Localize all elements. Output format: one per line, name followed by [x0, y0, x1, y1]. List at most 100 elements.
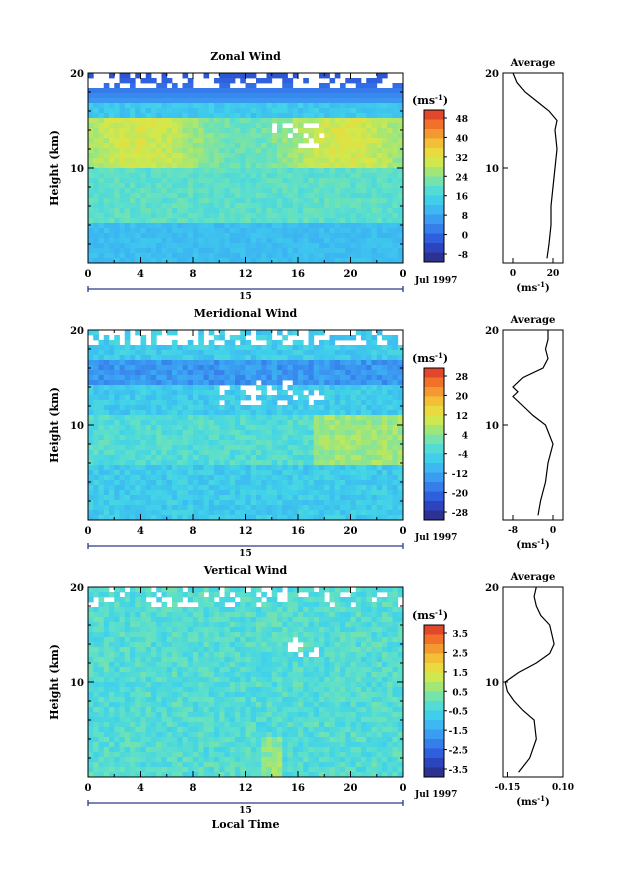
heatmap-cell [203, 510, 210, 516]
heatmap-cell [250, 173, 257, 179]
heatmap-cell [277, 340, 283, 346]
heatmap-cell [114, 465, 120, 471]
heatmap-cell [382, 168, 388, 174]
heatmap-cell [193, 465, 199, 471]
heatmap-cell [376, 440, 383, 446]
heatmap-cell [114, 158, 120, 164]
heatmap-cell [250, 213, 257, 219]
heatmap-cell [287, 108, 294, 114]
heatmap-cell [219, 485, 225, 491]
heatmap-cell [124, 133, 131, 139]
heatmap-cell [256, 218, 262, 224]
heatmap-cell [98, 612, 105, 618]
heatmap-cell [287, 490, 294, 496]
heatmap-cell [298, 597, 304, 603]
heatmap-cell [114, 607, 120, 613]
heatmap-cell [361, 465, 367, 471]
heatmap-cell [371, 410, 378, 416]
heatmap-cell [245, 198, 252, 204]
heatmap-cell [161, 168, 168, 174]
heatmap-cell [371, 133, 378, 139]
heatmap-cell [156, 98, 162, 104]
heatmap-cell [103, 470, 110, 476]
heatmap-cell [350, 208, 357, 214]
heatmap-cell [193, 193, 199, 199]
heatmap-cell [376, 253, 383, 259]
heatmap-cell [103, 410, 110, 416]
heatmap-cell [340, 435, 346, 441]
heatmap-cell [187, 183, 194, 189]
heatmap-cell [266, 365, 273, 371]
profile-line [512, 72, 558, 259]
heatmap-cell [245, 103, 252, 109]
heatmap-cell [203, 420, 210, 426]
heatmap-cell [93, 143, 99, 149]
heatmap-cell [271, 113, 278, 119]
heatmap-cell [135, 455, 141, 461]
heatmap-cell [193, 390, 199, 396]
heatmap-cell [355, 385, 362, 391]
heatmap-cell [229, 193, 236, 199]
heatmap-cell [103, 485, 110, 491]
heatmap-cell [172, 123, 178, 129]
heatmap-cell [245, 93, 252, 99]
heatmap-cell [271, 465, 278, 471]
heatmap-cell [382, 73, 388, 79]
heatmap-cell [282, 415, 288, 421]
heatmap-cell [355, 133, 362, 139]
heatmap-cell [298, 108, 304, 114]
heatmap-cell [98, 350, 105, 356]
heatmap-cell [135, 228, 141, 234]
heatmap-cell [166, 118, 173, 124]
heatmap-cell [98, 602, 105, 608]
heatmap-cell [303, 612, 309, 618]
heatmap-cell [387, 138, 393, 144]
heatmap-cell [319, 510, 325, 516]
heatmap-cell [140, 243, 147, 249]
heatmap-cell [329, 340, 336, 346]
heatmap-cell [287, 485, 294, 491]
heatmap-cell [93, 405, 99, 411]
heatmap-cell [392, 133, 399, 139]
heatmap-cell [271, 163, 278, 169]
heatmap-cell [266, 148, 273, 154]
heatmap-cell [229, 88, 236, 94]
heatmap-cell [88, 138, 94, 144]
heatmap-cell [345, 128, 351, 134]
heatmap-cell [182, 465, 189, 471]
heatmap-cell [103, 345, 110, 351]
heatmap-cell [124, 350, 131, 356]
heatmap-cell [235, 365, 241, 371]
heatmap-cell [235, 193, 241, 199]
heatmap-cell [88, 480, 94, 486]
heatmap-cell [145, 233, 152, 239]
colorbar-tick-label: 40 [455, 134, 468, 144]
heatmap-cell [114, 420, 120, 426]
heatmap-cell [350, 113, 357, 119]
heatmap-cell [166, 510, 173, 516]
heatmap-cell [245, 118, 252, 124]
heatmap-cell [177, 425, 183, 431]
heatmap-cell [182, 440, 189, 446]
heatmap-cell [187, 365, 194, 371]
heatmap-cell [329, 168, 336, 174]
heatmap-cell [382, 435, 388, 441]
heatmap-cell [151, 355, 157, 361]
heatmap-cell [135, 73, 141, 79]
heatmap-cell [103, 480, 110, 486]
heatmap-cell [224, 515, 231, 521]
heatmap-cell [329, 173, 336, 179]
heatmap-cell [277, 98, 283, 104]
heatmap-cell [229, 208, 236, 214]
heatmap-cell [392, 617, 399, 623]
heatmap-cell [103, 475, 110, 481]
heatmap-cell [266, 98, 273, 104]
heatmap-cell [382, 495, 388, 501]
heatmap-cell [172, 475, 178, 481]
heatmap-cell [198, 113, 204, 119]
heatmap-cell [376, 143, 383, 149]
heatmap-cell [193, 163, 199, 169]
heatmap-cell [303, 243, 309, 249]
heatmap-cell [172, 627, 178, 633]
heatmap-cell [103, 365, 110, 371]
